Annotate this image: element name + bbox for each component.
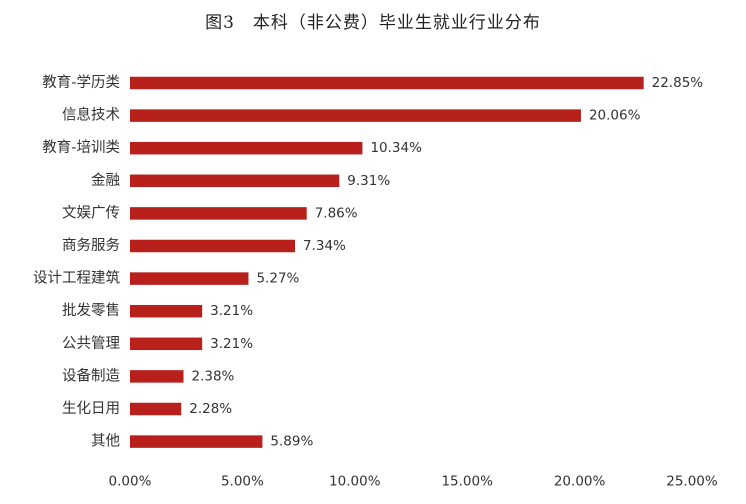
data-label: 10.34% <box>370 140 422 156</box>
category-label: 金融 <box>91 172 120 189</box>
bar <box>130 109 581 122</box>
bar <box>130 304 203 318</box>
bar <box>130 141 363 155</box>
category-label: 生化日用 <box>62 400 120 417</box>
bar <box>130 370 184 383</box>
category-label: 文娱广传 <box>62 204 120 221</box>
category-label: 其他 <box>91 433 120 450</box>
data-label: 22.85% <box>652 75 704 91</box>
data-label: 3.21% <box>210 336 253 352</box>
category-label: 信息技术 <box>62 107 120 124</box>
bar <box>130 76 644 90</box>
category-label: 批发零售 <box>62 302 120 319</box>
data-label: 2.28% <box>189 401 232 417</box>
x-tick-label: 0.00% <box>109 474 152 490</box>
bar <box>130 174 340 188</box>
x-tick-label: 15.00% <box>441 474 493 490</box>
category-label: 商务服务 <box>62 237 120 254</box>
data-label: 7.86% <box>315 205 358 221</box>
chart-title: 图3 本科（非公费）毕业生就业行业分布 <box>205 13 541 33</box>
x-tick-label: 10.00% <box>329 474 381 490</box>
data-label: 20.06% <box>589 108 641 124</box>
category-label: 教育-培训类 <box>42 139 120 156</box>
bar <box>130 239 296 253</box>
category-label: 设计工程建筑 <box>33 270 120 287</box>
bar <box>130 207 307 220</box>
data-label: 2.38% <box>192 368 235 384</box>
x-tick-label: 25.00% <box>666 474 718 490</box>
x-tick-label: 20.00% <box>554 474 606 490</box>
bar <box>130 435 263 448</box>
bar <box>130 402 182 416</box>
x-tick-label: 5.00% <box>221 474 264 490</box>
data-label: 3.21% <box>210 303 253 319</box>
data-label: 5.89% <box>270 434 313 450</box>
data-label: 5.27% <box>256 271 299 287</box>
category-label: 设备制造 <box>62 367 120 384</box>
category-label: 公共管理 <box>62 335 120 352</box>
data-label: 9.31% <box>347 173 390 189</box>
data-label: 7.34% <box>303 238 346 254</box>
bar <box>130 337 203 351</box>
bar <box>130 272 249 285</box>
category-label: 教育-学历类 <box>42 74 120 91</box>
